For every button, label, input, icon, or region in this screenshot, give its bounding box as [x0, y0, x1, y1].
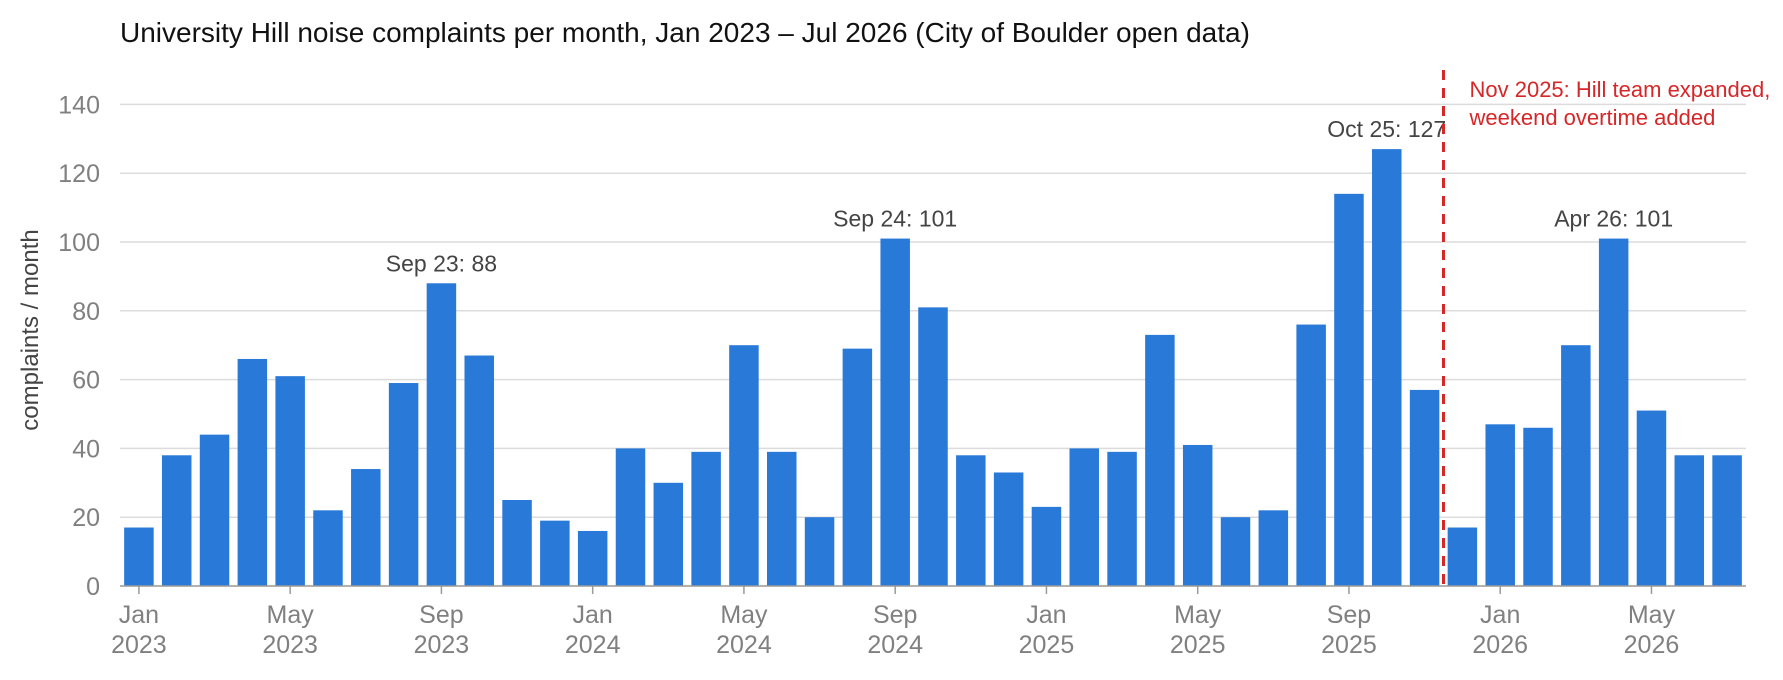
x-tick-year: 2025 — [1019, 631, 1075, 659]
x-tick-month: May — [1628, 601, 1676, 629]
bar-2024-01 — [577, 530, 608, 586]
bar-2025-12 — [1447, 527, 1478, 586]
bar-2023-01 — [124, 527, 154, 586]
bar-2024-02 — [615, 448, 646, 586]
x-tick-month: Sep — [873, 601, 917, 629]
event-label-line: Nov 2025: Hill team expanded, — [1469, 77, 1770, 102]
x-tick-month: Sep — [419, 601, 463, 629]
bar-2023-11 — [502, 500, 532, 586]
bar-value-annotation: Oct 25: 127 — [1327, 116, 1446, 142]
chart-title: University Hill noise complaints per mon… — [120, 17, 1250, 48]
bar-2024-10 — [918, 307, 948, 586]
bar-2023-02 — [161, 455, 192, 586]
bar-2024-12 — [993, 472, 1024, 586]
y-tick-label: 140 — [58, 91, 100, 119]
bar-2025-11 — [1409, 389, 1440, 586]
y-tick-label: 80 — [72, 298, 100, 326]
bar-2024-05 — [729, 345, 759, 586]
x-tick-year: 2023 — [111, 631, 167, 659]
x-tick-year: 2024 — [867, 631, 923, 659]
bar-2025-03 — [1107, 451, 1137, 586]
x-tick-year: 2026 — [1624, 631, 1680, 659]
y-tick-label: 60 — [72, 367, 100, 395]
bar-2023-03 — [199, 434, 230, 586]
bar-2024-11 — [956, 455, 986, 586]
x-tick-month: May — [267, 601, 315, 629]
bar-2025-09 — [1334, 193, 1364, 586]
x-tick-year: 2023 — [414, 631, 470, 659]
x-tick-month: Jan — [119, 601, 159, 629]
x-tick-year: 2024 — [716, 631, 772, 659]
bar-2023-06 — [313, 510, 343, 586]
y-tick-label: 120 — [58, 160, 100, 188]
x-tick-month: May — [720, 601, 768, 629]
bar-2026-04 — [1598, 238, 1629, 586]
bar-2026-06 — [1674, 455, 1705, 586]
axes: 020406080100120140Jan2023May2023Sep2023J… — [58, 91, 1746, 659]
bar-value-annotation: Sep 23: 88 — [386, 250, 497, 276]
bar-2026-07 — [1712, 455, 1742, 586]
bar-2026-01 — [1485, 424, 1515, 586]
bar-2024-03 — [653, 482, 684, 586]
event-marker: Nov 2025: Hill team expanded, weekend ove… — [1441, 70, 1770, 586]
bar-2025-08 — [1296, 324, 1326, 586]
x-tick-month: Jan — [1480, 601, 1520, 629]
bar-2025-04 — [1145, 334, 1175, 586]
bar-2024-04 — [691, 451, 721, 586]
bar-2025-10 — [1372, 149, 1402, 586]
x-tick-year: 2025 — [1170, 631, 1226, 659]
bar-2023-04 — [237, 358, 268, 586]
y-tick-label: 40 — [72, 435, 100, 463]
y-tick-label: 100 — [58, 229, 100, 257]
bar-2025-02 — [1069, 448, 1100, 586]
bar-value-annotation: Sep 24: 101 — [833, 206, 957, 232]
y-tick-label: 20 — [72, 504, 100, 532]
event-label-line: weekend overtime added — [1468, 105, 1715, 130]
bar-2026-03 — [1561, 345, 1591, 586]
bar-2024-06 — [766, 451, 797, 586]
bar-2023-07 — [351, 469, 381, 586]
bar-2024-07 — [804, 517, 835, 586]
bar-2026-02 — [1523, 427, 1553, 586]
bar-annotations: Sep 23: 88 Sep 24: 101 Oct 25: 127 Apr 26: … — [386, 116, 1673, 276]
bar-2024-08 — [842, 348, 873, 586]
bar-2025-07 — [1258, 510, 1289, 586]
bar-2023-05 — [275, 376, 305, 586]
bar-2023-12 — [540, 520, 570, 586]
x-tick-month: Jan — [1026, 601, 1066, 629]
bar-2023-08 — [388, 383, 419, 586]
bar-2025-01 — [1031, 506, 1062, 586]
x-tick-month: Sep — [1327, 601, 1371, 629]
bar-2024-09 — [880, 238, 910, 586]
bar-2025-05 — [1182, 444, 1213, 586]
bar-2025-06 — [1220, 517, 1251, 586]
x-tick-month: May — [1174, 601, 1222, 629]
x-tick-month: Jan — [573, 601, 613, 629]
x-tick-year: 2024 — [565, 631, 621, 659]
x-tick-year: 2025 — [1321, 631, 1377, 659]
y-tick-label: 0 — [86, 573, 100, 601]
bar-value-annotation: Apr 26: 101 — [1554, 206, 1673, 232]
x-tick-year: 2023 — [262, 631, 318, 659]
x-tick-year: 2026 — [1472, 631, 1528, 659]
bars — [124, 149, 1742, 586]
bar-2026-05 — [1636, 410, 1667, 586]
bar-2023-09 — [426, 283, 457, 586]
y-axis-label: complaints / month — [17, 229, 44, 430]
bar-2023-10 — [464, 355, 494, 586]
